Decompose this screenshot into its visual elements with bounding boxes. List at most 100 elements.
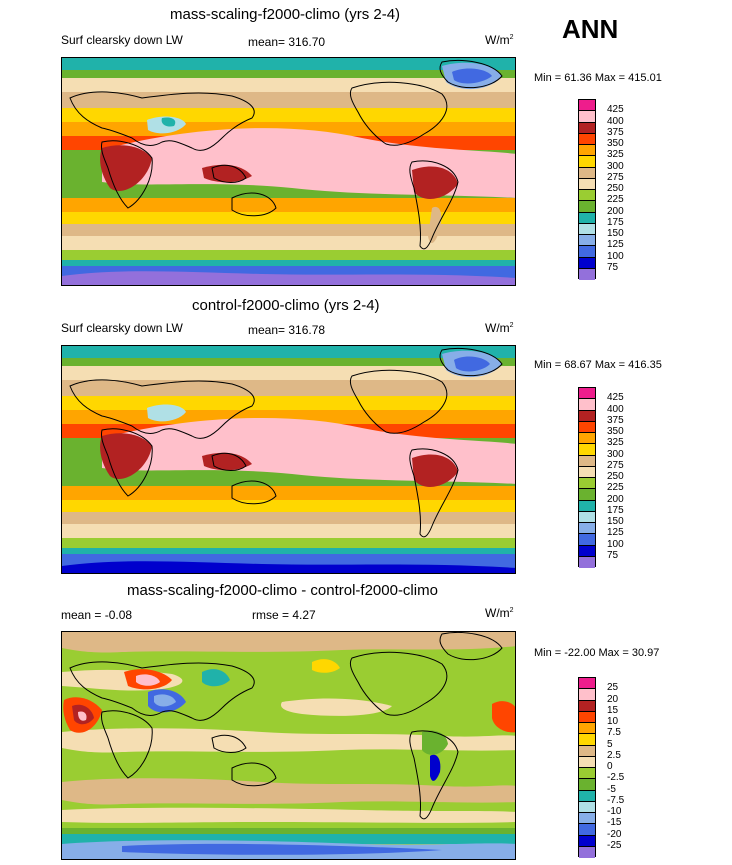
panel-3-colorbar-label: -10 <box>607 806 622 817</box>
panel-1-colorbar-label: 100 <box>607 250 624 262</box>
panel-3-colorbar-swatch <box>579 835 595 847</box>
panel-1-map <box>61 57 516 286</box>
panel-2-colorbar-swatch <box>579 466 595 478</box>
panel-1-colorbar-label: 175 <box>607 216 624 228</box>
panel-1-colorbar-label: 400 <box>607 115 624 127</box>
panel-1-minmax: Min = 61.36 Max = 415.01 <box>534 72 662 84</box>
panel-2-colorbar-label: 400 <box>607 403 624 415</box>
panel-2-colorbar-swatch <box>579 410 595 422</box>
panel-3-colorbar-swatch <box>579 790 595 802</box>
panel-3-colorbar-label: 5 <box>607 738 613 750</box>
panel-1-colorbar-swatch <box>579 235 595 247</box>
panel-3-colorbar-label: -15 <box>607 817 622 829</box>
panel-3-colorbar-label: 25 <box>607 682 619 694</box>
panel-3-colorbar-label: -2.5 <box>607 772 625 784</box>
panel-3-minmax: Min = -22.00 Max = 30.97 <box>534 647 660 659</box>
panel-3-colorbar-label: 2.5 <box>607 749 621 761</box>
panel-1-colorbar-swatch <box>579 268 595 280</box>
panel-1-colorbar-label: 75 <box>607 261 619 273</box>
panel-1-colorbar-label: 350 <box>607 138 624 149</box>
panel-1-colorbar-label: 225 <box>607 194 624 206</box>
panel-1-colorbar-swatch <box>579 167 595 179</box>
panel-3-mean: mean = -0.08 <box>61 608 133 622</box>
panel-2-colorbar-swatch <box>579 500 595 512</box>
panel-1-colorbar-swatch <box>579 257 595 269</box>
panel-3-colorbar-swatch <box>579 723 595 735</box>
panel-3-colorbar-swatch <box>579 779 595 791</box>
panel-1-variable-label: Surf clearsky down LW <box>61 33 183 47</box>
panel-2-colorbar-swatch <box>579 489 595 501</box>
panel-2-colorbar-label: 250 <box>607 471 624 482</box>
panel-3-colorbar-swatch <box>579 711 595 723</box>
panel-2-mean: mean= 316.78 <box>248 323 326 337</box>
panel-3-colorbar-swatch <box>579 768 595 780</box>
panel-3-colorbar <box>578 677 596 858</box>
panel-2-colorbar-label: 275 <box>607 459 624 471</box>
panel-3-colorbar-swatch <box>579 745 595 757</box>
panel-2-colorbar-swatch <box>579 545 595 557</box>
panel-1-colorbar-label: 300 <box>607 160 624 172</box>
panel-1-colorbar-label: 375 <box>607 126 624 138</box>
panel-1-colorbar-swatch <box>579 190 595 202</box>
panel-3-colorbar-swatch <box>579 700 595 712</box>
panel-1-title: mass-scaling-f2000-climo (yrs 2-4) <box>170 6 401 23</box>
panel-1-colorbar-swatch <box>579 178 595 190</box>
panel-2-colorbar-label: 325 <box>607 437 624 449</box>
panel-2-colorbar-label: 150 <box>607 516 624 527</box>
panel-1-colorbar <box>578 99 596 280</box>
panel-2-colorbar-swatch <box>579 455 595 467</box>
panel-3-colorbar-swatch <box>579 824 595 836</box>
panel-2-colorbar-label: 225 <box>607 482 624 494</box>
panel-2-colorbar <box>578 387 596 568</box>
panel-2-colorbar-swatch <box>579 444 595 456</box>
panel-3-colorbar-swatch <box>579 801 595 813</box>
panel-2-colorbar-swatch <box>579 399 595 411</box>
panel-2-colorbar-swatch <box>579 534 595 546</box>
panel-3-colorbar-swatch <box>579 689 595 701</box>
panel-3-colorbar-label: 7.5 <box>607 727 621 739</box>
panel-1-colorbar-label: 275 <box>607 171 624 183</box>
panel-2-colorbar-label: 200 <box>607 493 624 505</box>
panel-3-colorbar-swatch <box>579 756 595 768</box>
panel-1-colorbar-swatch <box>579 100 595 112</box>
panel-3-map <box>61 631 516 860</box>
panel-3-colorbar-label: 0 <box>607 761 613 772</box>
panel-3-colorbar-swatch <box>579 846 595 858</box>
panel-3-colorbar-label: -20 <box>607 828 622 840</box>
panel-2-colorbar-swatch <box>579 421 595 433</box>
panel-1-colorbar-swatch <box>579 122 595 134</box>
panel-3-colorbar-label: 20 <box>607 693 619 705</box>
panel-3-colorbar-swatch <box>579 734 595 746</box>
panel-1-colorbar-label: 125 <box>607 239 624 251</box>
panel-3-colorbar-label: 15 <box>607 704 619 716</box>
panel-2-colorbar-swatch <box>579 523 595 535</box>
panel-2-colorbar-swatch <box>579 388 595 400</box>
panel-1-colorbar-swatch <box>579 212 595 224</box>
panel-2-colorbar-label: 375 <box>607 414 624 426</box>
panel-2-title: control-f2000-climo (yrs 2-4) <box>192 297 380 314</box>
panel-2-colorbar-swatch <box>579 433 595 445</box>
panel-2-colorbar-swatch <box>579 511 595 523</box>
panel-1-colorbar-swatch <box>579 145 595 157</box>
panel-2-colorbar-label: 100 <box>607 538 624 550</box>
panel-3-colorbar-label: -7.5 <box>607 794 625 806</box>
panel-1-units: W/m2 <box>485 33 514 47</box>
panel-3-colorbar-label: -5 <box>607 783 616 795</box>
panel-1-colorbar-swatch <box>579 111 595 123</box>
panel-1-colorbar-label: 325 <box>607 149 624 161</box>
panel-2-minmax: Min = 68.67 Max = 416.35 <box>534 359 662 371</box>
panel-2-map <box>61 345 516 574</box>
panel-1-mean: mean= 316.70 <box>248 35 326 49</box>
panel-2-variable-label: Surf clearsky down LW <box>61 321 183 335</box>
panel-1-colorbar-label: 250 <box>607 183 624 194</box>
panel-2-colorbar-label: 425 <box>607 392 624 404</box>
panel-3-colorbar-swatch <box>579 813 595 825</box>
panel-3-units: W/m2 <box>485 606 514 620</box>
panel-1-colorbar-swatch <box>579 223 595 235</box>
panel-2-colorbar-swatch <box>579 556 595 568</box>
panel-2-colorbar-label: 300 <box>607 448 624 460</box>
panel-2-colorbar-label: 125 <box>607 527 624 539</box>
panel-1-colorbar-label: 425 <box>607 104 624 116</box>
panel-3-colorbar-swatch <box>579 678 595 690</box>
panel-2-colorbar-label: 75 <box>607 549 619 561</box>
